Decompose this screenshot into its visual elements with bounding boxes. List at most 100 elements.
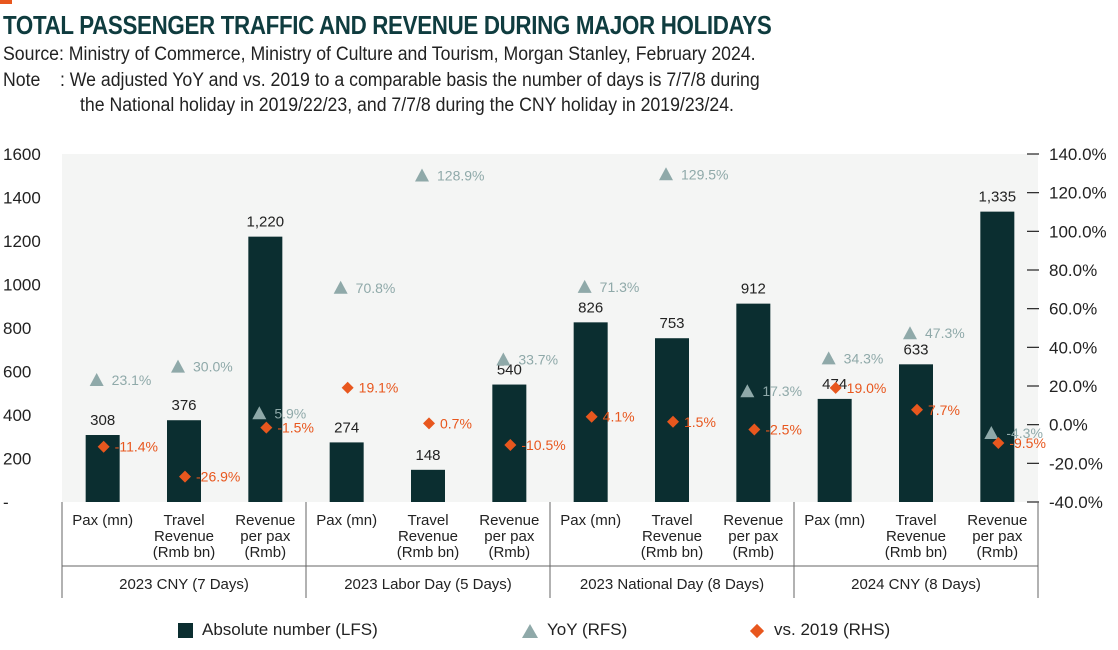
right-axis-tick-label: 40.0% — [1049, 338, 1097, 357]
vs2019-marker — [260, 421, 273, 434]
group-label: 2023 Labor Day (5 Days) — [344, 576, 512, 593]
category-label: Revenue per pax (Rmb) — [235, 512, 295, 561]
category-label: Revenue per pax (Rmb) — [479, 512, 539, 561]
category-label: Revenue per pax (Rmb) — [967, 512, 1027, 561]
category-label: Travel Revenue (Rmb bn) — [641, 512, 704, 561]
yoy-marker — [252, 406, 267, 420]
bar — [329, 442, 364, 502]
vs2019-data-label: 1.5% — [684, 414, 716, 430]
yoy-data-label: 30.0% — [193, 359, 233, 375]
right-axis-tick-label: 120.0% — [1049, 184, 1107, 203]
right-axis-tick-label: 100.0% — [1049, 222, 1107, 241]
yoy-data-label: 34.3% — [844, 350, 884, 366]
category-label: Travel Revenue (Rmb bn) — [153, 512, 216, 561]
yoy-data-label: 17.3% — [762, 383, 802, 399]
vs2019-marker — [911, 403, 923, 416]
yoy-data-label: 71.3% — [600, 279, 640, 295]
category-label: Travel Revenue (Rmb bn) — [397, 512, 460, 561]
right-axis-tick-label: 140.0% — [1049, 145, 1107, 164]
legend-bar: Absolute number (LFS) — [178, 620, 378, 640]
category-label: Pax (mn) — [72, 512, 133, 529]
category-label: Travel Revenue (Rmb bn) — [885, 512, 948, 561]
yoy-marker — [415, 168, 429, 182]
legend-yoy-triangle-icon — [522, 623, 538, 638]
yoy-data-label: 47.3% — [925, 325, 965, 341]
chart-title: TOTAL PASSENGER TRAFFIC AND REVENUE DURI… — [3, 10, 772, 40]
yoy-marker — [577, 279, 592, 293]
yoy-data-label: 128.9% — [437, 167, 484, 183]
bar — [899, 364, 933, 502]
bar — [167, 420, 201, 502]
legend-vs2019-label: vs. 2019 (RHS) — [774, 620, 891, 639]
yoy-marker — [740, 384, 755, 398]
vs2019-marker — [667, 415, 679, 428]
vs2019-marker — [829, 381, 842, 394]
vs2019-data-label: 19.1% — [359, 380, 399, 396]
vs2019-marker — [748, 423, 761, 436]
bar-value-label: 633 — [903, 341, 928, 358]
bar — [736, 303, 771, 502]
vs2019-marker — [97, 440, 110, 453]
vs2019-data-label: 0.7% — [440, 415, 472, 431]
group-label: 2023 CNY (7 Days) — [119, 576, 249, 593]
yoy-data-label: 70.8% — [356, 280, 396, 296]
vs2019-data-label: 4.1% — [603, 409, 635, 425]
legend-bar-label: Absolute number (LFS) — [202, 620, 378, 639]
right-axis-tick-label: -20.0% — [1049, 454, 1103, 473]
bar-value-label: 753 — [659, 315, 684, 332]
left-axis-tick-label: - — [3, 493, 9, 512]
right-axis-tick-label: 80.0% — [1049, 261, 1097, 280]
yoy-marker — [171, 359, 185, 373]
vs2019-marker — [504, 438, 517, 451]
vs2019-marker — [585, 410, 598, 423]
bar-value-label: 376 — [171, 397, 196, 414]
note-line-2: the National holiday in 2019/22/23, and … — [80, 95, 734, 116]
yoy-data-label: 5.9% — [274, 405, 306, 421]
bar-value-label: 1,335 — [979, 189, 1017, 206]
vs2019-data-label: -1.5% — [277, 420, 314, 436]
yoy-data-label: 23.1% — [112, 372, 152, 388]
bar — [411, 469, 445, 502]
category-label: Pax (mn) — [316, 512, 377, 529]
group-label: 2024 CNY (8 Days) — [851, 576, 981, 593]
vs2019-marker — [179, 470, 191, 483]
vs2019-data-label: -11.4% — [115, 439, 158, 455]
bar-value-label: 308 — [90, 412, 115, 429]
vs2019-data-label: 19.0% — [847, 380, 887, 396]
vs2019-data-label: 7.7% — [928, 402, 960, 418]
yoy-marker — [903, 326, 917, 340]
vs2019-data-label: -9.5% — [1009, 435, 1046, 451]
plot-background — [62, 154, 1038, 502]
yoy-marker — [821, 351, 836, 365]
bar — [248, 236, 283, 502]
left-axis-tick-label: 200 — [3, 450, 31, 469]
left-axis-tick-label: 1200 — [3, 232, 41, 251]
right-axis-tick-label: -40.0% — [1049, 493, 1103, 512]
yoy-data-label: 33.7% — [518, 352, 558, 368]
left-axis-tick-label: 800 — [3, 319, 31, 338]
bar-value-label: 1,220 — [247, 214, 285, 231]
left-axis-tick-label: 1400 — [3, 189, 41, 208]
category-label: Revenue per pax (Rmb) — [723, 512, 783, 561]
yoy-marker — [89, 373, 104, 387]
right-axis-tick-label: 20.0% — [1049, 377, 1097, 396]
vs2019-marker — [423, 417, 435, 430]
bar-value-label: 274 — [334, 419, 359, 436]
bar-value-label: 826 — [578, 299, 603, 316]
left-axis-tick-label: 600 — [3, 363, 31, 382]
legend-bar-swatch — [178, 623, 193, 639]
category-label: Pax (mn) — [560, 512, 621, 529]
yoy-marker — [333, 280, 348, 294]
left-axis-tick-label: 1600 — [3, 145, 41, 164]
brand-accent-mark — [0, 0, 12, 4]
legend-yoy: YoY (RFS) — [522, 620, 627, 640]
legend-vs2019: vs. 2019 (RHS) — [749, 620, 891, 640]
bar — [980, 211, 1015, 502]
yoy-marker — [496, 352, 511, 366]
vs2019-data-label: -10.5% — [521, 437, 565, 453]
right-axis-tick-label: 0.0% — [1049, 416, 1088, 435]
category-label: Pax (mn) — [804, 512, 865, 529]
left-axis-tick-label: 1000 — [3, 276, 41, 295]
yoy-data-label: 129.5% — [681, 166, 728, 182]
